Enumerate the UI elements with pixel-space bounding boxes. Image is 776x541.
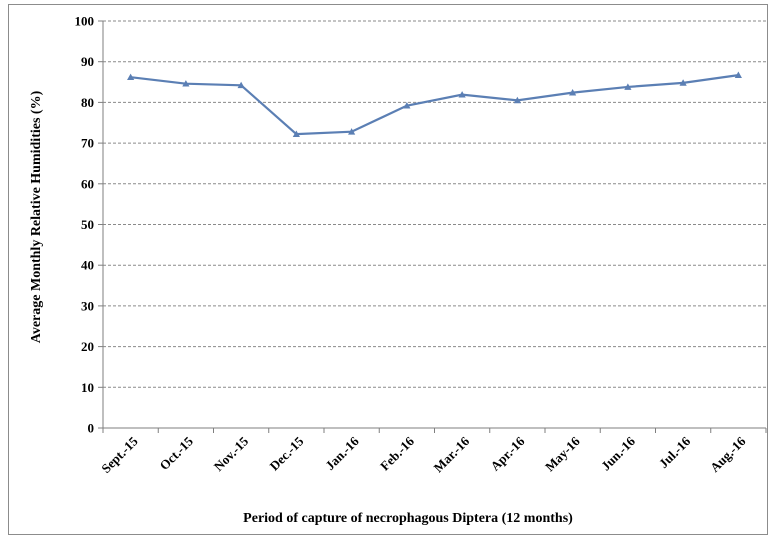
x-tick-label: May-16 bbox=[542, 433, 583, 474]
y-tick-label: 10 bbox=[81, 380, 94, 395]
y-tick-label: 100 bbox=[75, 14, 95, 29]
x-tick-label: Jan.-16 bbox=[322, 433, 362, 473]
x-tick-label: Aug.-16 bbox=[707, 433, 749, 475]
y-tick-label: 90 bbox=[81, 54, 94, 69]
data-point-marker bbox=[403, 102, 411, 109]
y-tick-labels: 0 10 20 30 40 50 60 70 80 90 100 bbox=[75, 14, 95, 436]
gridlines bbox=[103, 20, 766, 388]
data-point-marker bbox=[348, 128, 356, 135]
data-point-marker bbox=[569, 89, 577, 96]
x-tick-label: Jun.-16 bbox=[598, 433, 638, 473]
x-axis-title: Period of capture of necrophagous Dipter… bbox=[243, 511, 573, 526]
x-tick-labels: Sept.-15 Oct.-15 Nov.-15 Dec.-15 Jan.-16 Feb.… bbox=[98, 433, 749, 476]
series-line bbox=[130, 74, 739, 136]
y-tick-label: 0 bbox=[88, 421, 95, 436]
x-tick-label: Apr.-16 bbox=[487, 433, 527, 473]
data-point-marker bbox=[458, 91, 466, 98]
x-tick-label: Dec.-15 bbox=[267, 433, 307, 473]
chart-frame bbox=[8, 4, 768, 535]
data-point-marker bbox=[734, 71, 742, 79]
y-tick-label: 40 bbox=[81, 258, 94, 273]
axes bbox=[98, 20, 767, 433]
data-point-marker bbox=[292, 130, 300, 138]
data-point-marker bbox=[624, 83, 632, 90]
x-tick-label: Jul.-16 bbox=[656, 433, 694, 471]
data-point-marker bbox=[513, 96, 521, 104]
y-tick-label: 50 bbox=[81, 217, 94, 232]
y-tick-label: 80 bbox=[81, 95, 94, 110]
y-tick-label: 60 bbox=[81, 176, 94, 191]
x-tick-label: Mar.-16 bbox=[431, 433, 473, 475]
x-tick-label: Nov.-15 bbox=[211, 433, 252, 474]
y-tick-label: 20 bbox=[81, 339, 94, 354]
data-point-marker bbox=[237, 81, 245, 89]
y-axis-title: Average Monthly Relative Humidities (%) bbox=[29, 90, 44, 343]
x-tick-label: Oct.-15 bbox=[157, 433, 197, 473]
data-point-marker bbox=[182, 80, 190, 87]
x-tick-label: Sept.-15 bbox=[98, 433, 141, 476]
data-point-marker bbox=[127, 73, 135, 81]
y-tick-label: 70 bbox=[81, 136, 94, 151]
data-point-marker bbox=[679, 79, 687, 86]
y-tick-label: 30 bbox=[81, 298, 94, 313]
series bbox=[127, 71, 742, 138]
x-tick-label: Feb.-16 bbox=[377, 433, 417, 473]
